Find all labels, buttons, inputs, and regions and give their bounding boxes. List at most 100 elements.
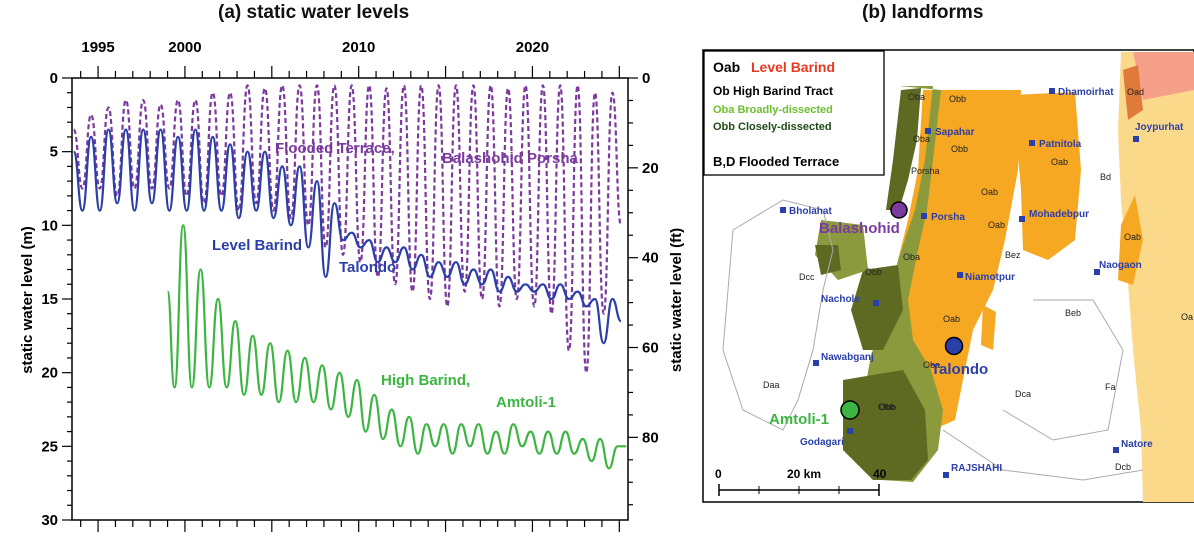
x-tick-label-top: 2010 — [342, 39, 375, 56]
map-label: Oab — [1124, 232, 1141, 242]
water-level-chart: 1995 2000 2010 2020 0 5 10 15 20 25 30 0 20 40 60 80 st… — [19, 39, 685, 532]
well-balashohid-label: Balashohid — [819, 220, 900, 237]
well-balashohid-marker — [890, 201, 908, 219]
region-obb-west — [815, 245, 841, 275]
well-amtoli-label: Amtoli-1 — [769, 411, 829, 428]
town-marker — [957, 272, 963, 278]
town-marker — [925, 128, 931, 134]
map-label: Dcb — [1115, 462, 1131, 472]
town-marker — [1019, 216, 1025, 222]
town-godagari: Godagari — [800, 437, 844, 448]
series-layer — [72, 84, 627, 470]
tick-label-layer: 1995 2000 2010 2020 0 5 10 15 20 25 30 0 20 40 60 80 — [41, 39, 658, 529]
region-oba — [863, 86, 943, 482]
town-natore: Natore — [1121, 439, 1153, 450]
town-rajshahi: RAJSHAHI — [951, 463, 1002, 474]
map-label: Oab — [981, 187, 998, 197]
y-tick-label-left: 25 — [41, 438, 58, 455]
town-marker — [1049, 88, 1055, 94]
x-tick-label-top: 1995 — [81, 39, 114, 56]
y-axis-right-label: static water level (ft) — [668, 228, 685, 372]
map-legend — [703, 50, 885, 176]
map-label: Beb — [1065, 308, 1081, 318]
region-right-light — [1118, 52, 1194, 502]
town-marker — [1133, 136, 1139, 142]
map-label: Bez — [1005, 250, 1021, 260]
map-label: Oab — [943, 314, 960, 324]
map-label: Oab — [1051, 157, 1068, 167]
district-boundary-east — [1002, 299, 1124, 441]
map-label: Oba — [908, 92, 925, 102]
town-sapahar: Sapahar — [935, 127, 975, 138]
map-label: Dca — [1015, 389, 1031, 399]
y-tick-label-right: 40 — [642, 250, 659, 267]
map-label: Oba — [923, 360, 940, 370]
town-bholahat: Bholahat — [789, 206, 832, 217]
map-label: Oab — [988, 220, 1005, 230]
town-marker — [921, 213, 927, 219]
region-oab-east — [1118, 195, 1143, 285]
town-patnitola: Patnitola — [1039, 139, 1082, 150]
y-tick-label-left: 30 — [41, 512, 58, 529]
town-marker — [873, 300, 879, 306]
region-oad — [1123, 65, 1143, 120]
region-obb-mid — [851, 265, 903, 350]
region-level-barind-east — [1013, 92, 1081, 260]
y-tick-label-right: 0 — [642, 70, 650, 87]
panel-a-title: (a) static water levels — [218, 2, 410, 23]
town-marker — [780, 207, 786, 213]
town-dhamoirhat: Dhamoirhat — [1058, 87, 1114, 98]
map-label: Obb — [951, 144, 968, 154]
legend-oab-code: Oab — [713, 59, 740, 75]
town-porsha: Porsha — [931, 212, 965, 223]
y-tick-label-right: 20 — [642, 160, 659, 177]
well-talondo-marker — [944, 336, 964, 356]
map-label: Bd — [1100, 172, 1111, 182]
map-label: Oba — [903, 252, 920, 262]
map-label: Fa — [1105, 382, 1116, 392]
legend-flooded-terrace: B,D Flooded Terrace — [713, 154, 839, 169]
town-marker — [1113, 447, 1119, 453]
annotation-level-barind: Level Barind — [212, 237, 302, 254]
region-oba-west — [815, 220, 868, 280]
region-corner-red — [1133, 52, 1194, 100]
y-tick-label-left: 5 — [50, 144, 58, 161]
map-label: Porsha — [911, 166, 940, 176]
y-tick-label-left: 15 — [41, 291, 58, 308]
x-tick-label-top: 2020 — [516, 39, 549, 56]
river-boundary — [942, 429, 1144, 481]
scale-label-mid: 20 km — [787, 467, 821, 481]
y-tick-label-left: 0 — [50, 70, 58, 87]
map-label: Obb — [865, 267, 882, 277]
y-tick-label-right: 60 — [642, 340, 659, 357]
x-tick-label-top: 2000 — [168, 39, 201, 56]
panel-b-title: (b) landforms — [862, 2, 984, 23]
y-tick-label-left: 10 — [41, 217, 58, 234]
town-marker — [813, 360, 819, 366]
town-mohadebpur: Mohadebpur — [1029, 209, 1089, 220]
region-level-barind-main — [893, 90, 1021, 430]
map-label: Obb — [878, 402, 895, 412]
map-label: Daa — [763, 380, 780, 390]
town-nawabganj: Nawabganj — [821, 352, 874, 363]
well-talondo-label: Talondo — [931, 361, 988, 378]
map-label: Obb — [949, 94, 966, 104]
town-joypurhat: Joypurhat — [1135, 122, 1184, 133]
annotation-high-barind: High Barind, — [381, 372, 470, 389]
town-marker — [1094, 269, 1100, 275]
map-label: Oad — [1127, 87, 1144, 97]
town-marker — [1029, 140, 1035, 146]
scale-label-end: 40 — [873, 467, 887, 481]
region-oab-small — [981, 305, 996, 350]
map-label: Oba — [913, 134, 930, 144]
district-boundary-west — [722, 199, 834, 431]
y-axis-left-label: static water level (m) — [19, 226, 36, 374]
region-obb-north — [886, 88, 921, 210]
legend-obb: Obb Closely-dissected — [713, 121, 832, 133]
annotation-talondo: Talondo — [339, 259, 396, 276]
tick-layer — [62, 66, 638, 532]
annotation-flooded-terrace: Flooded Terrace, — [275, 140, 395, 157]
well-amtoli-marker — [840, 400, 860, 420]
map-label: Dcc — [799, 272, 815, 282]
scale-label-zero: 0 — [715, 467, 722, 481]
